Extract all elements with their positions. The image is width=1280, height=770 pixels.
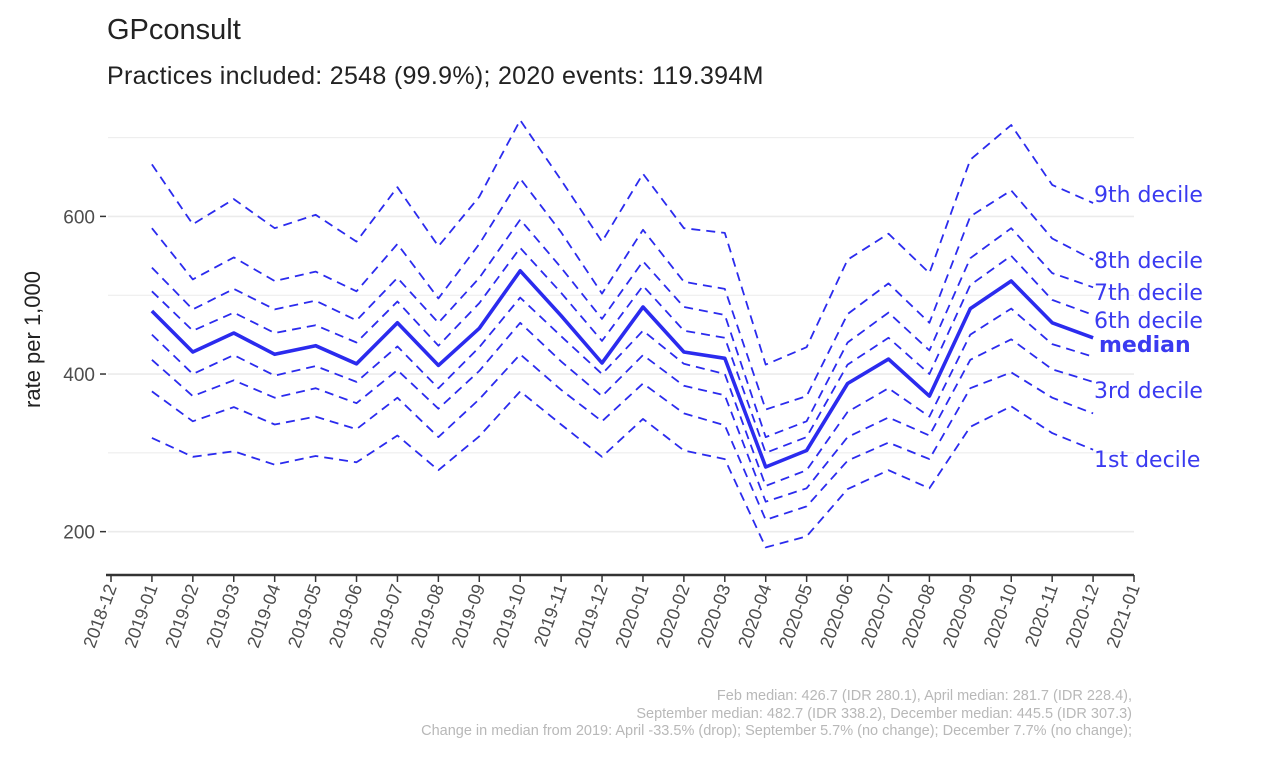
caption-line-2: September median: 482.7 (IDR 338.2), Dec… [636,705,1132,722]
chart-caption: Feb median: 426.7 (IDR 280.1), April med… [132,688,1132,741]
chart-subtitle: Practices included: 2548 (99.9%); 2020 e… [107,62,764,90]
series-line-6th-decile [151,246,1094,454]
series-label-8th-decile: 8th decile [1094,249,1203,274]
caption-line-3: Change in median from 2019: April -33.5%… [421,723,1132,739]
series-line-median [150,268,1094,469]
chart-title: GPconsult [107,14,241,46]
x-tick-label: 2019-07 [366,582,407,651]
y-tick-label: 200 [63,523,95,544]
x-tick-label: 2021-01 [1102,582,1143,651]
x-tick-label: 2019-12 [570,582,611,651]
x-tick-label: 2020-07 [857,582,898,651]
series-label-3rd-decile: 3rd decile [1094,379,1203,404]
x-tick-label: 2020-04 [734,582,775,651]
x-tick-label: 2020-10 [980,582,1021,651]
series-line-1st-decile [151,390,1094,549]
x-tick-label: 2020-12 [1061,582,1102,651]
series-label-9th-decile: 9th decile [1094,183,1203,208]
x-tick-label: 2020-02 [652,582,693,651]
x-tick-label: 2020-09 [939,582,980,651]
x-tick-label: 2019-08 [407,582,448,651]
x-tick-label: 2019-03 [202,582,243,651]
x-tick-label: 2020-01 [611,582,652,651]
x-tick-label: 2019-06 [325,582,366,651]
x-tick-label: 2018-12 [79,582,120,651]
y-tick-label: 400 [63,365,95,386]
series-line-4th-decile [151,296,1094,487]
series-label-median: median [1099,333,1191,358]
x-tick-label: 2019-02 [161,582,202,651]
x-tick-label: 2020-06 [816,582,857,651]
x-tick-label: 2019-09 [448,582,489,651]
x-tick-label: 2019-11 [530,582,571,650]
x-tick-label: 2020-08 [898,582,939,651]
series-line-9th-decile [151,119,1094,366]
x-tick-label: 2019-05 [284,582,325,651]
series-label-6th-decile: 6th decile [1094,309,1203,334]
y-axis-title: rate per 1,000 [20,271,45,408]
caption-line-1: Feb median: 426.7 (IDR 280.1), April med… [716,688,1132,704]
y-tick-label: 600 [63,207,95,228]
series-label-1st-decile: 1st decile [1094,448,1200,473]
series-line-8th-decile [151,177,1094,411]
series-label-7th-decile: 7th decile [1094,281,1203,306]
x-tick-label: 2019-04 [243,582,284,651]
x-tick-label: 2019-01 [120,582,161,651]
series-line-7th-decile [151,218,1094,439]
x-tick-label: 2020-11 [1021,582,1062,650]
x-tick-label: 2019-10 [489,582,530,651]
x-tick-label: 2020-03 [693,582,734,651]
x-tick-label: 2020-05 [775,582,816,651]
series-line-2nd-decile [151,353,1094,521]
